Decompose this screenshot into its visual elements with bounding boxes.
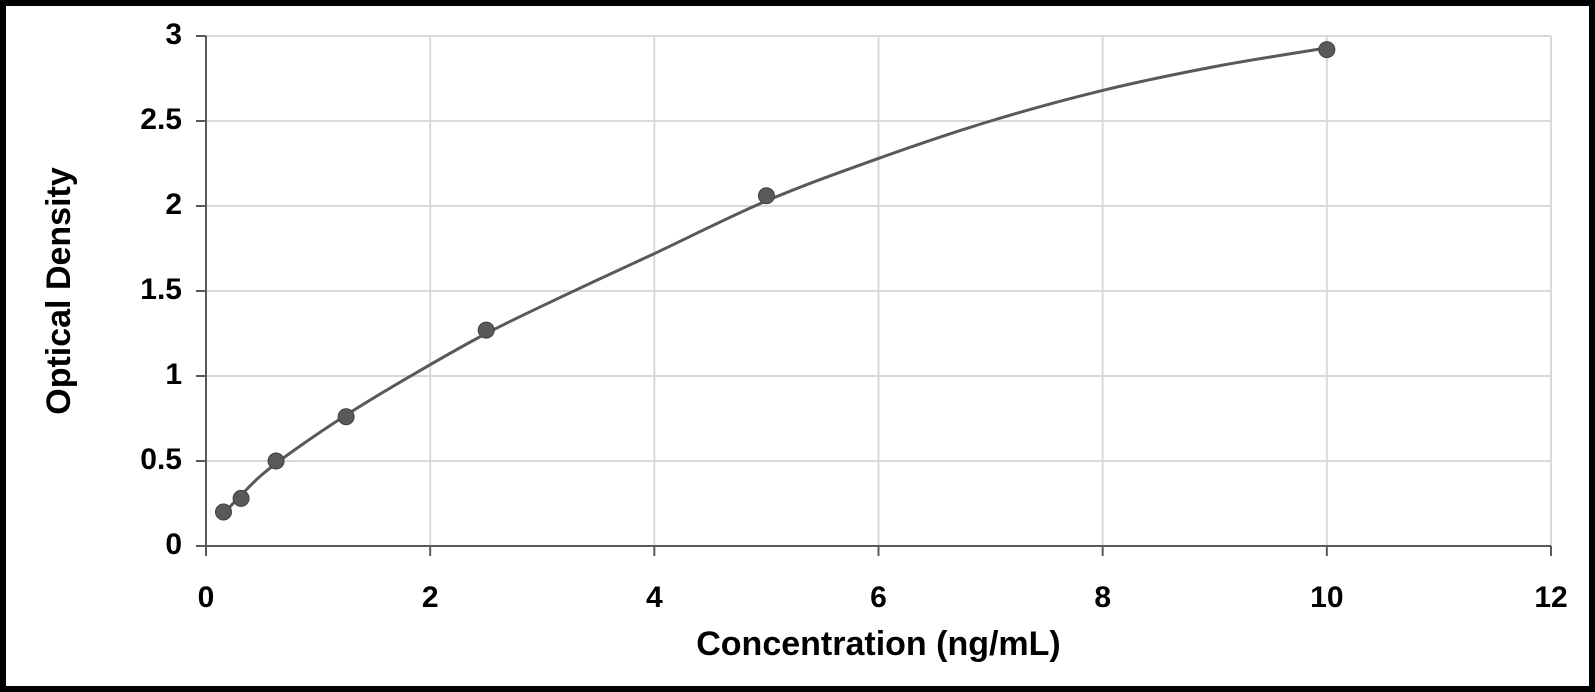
y-tick-label: 1.5 (140, 273, 182, 306)
x-tick-label: 10 (1310, 581, 1343, 614)
data-point (338, 409, 354, 425)
y-tick-label: 1 (165, 358, 182, 391)
x-tick-label: 4 (646, 581, 663, 614)
y-axis-label: Optical Density (40, 167, 78, 415)
y-tick-label: 0.5 (140, 443, 182, 476)
data-point (215, 504, 231, 520)
fitted-curve (223, 48, 1326, 514)
chart-frame: 0 2 4 6 8 10 12 0 0.5 1 1.5 2 2.5 3 Concentration (ng… (0, 0, 1595, 692)
chart-svg: 0 2 4 6 8 10 12 0 0.5 1 1.5 2 2.5 3 Concentration (ng… (6, 6, 1589, 686)
x-tick-label: 2 (422, 581, 439, 614)
y-tick-label: 0 (165, 528, 182, 561)
grid-group (206, 36, 1551, 546)
points-group (215, 42, 1334, 520)
x-tick-label: 8 (1094, 581, 1111, 614)
y-tick-label: 2.5 (140, 103, 182, 136)
x-tick-label: 12 (1534, 581, 1567, 614)
y-tick-label: 2 (165, 188, 182, 221)
curve-group (223, 48, 1326, 514)
data-point (268, 453, 284, 469)
data-point (758, 188, 774, 204)
tick-labels-group: 0 2 4 6 8 10 12 0 0.5 1 1.5 2 2.5 3 (140, 18, 1567, 614)
x-axis-label: Concentration (ng/mL) (696, 625, 1061, 663)
data-point (478, 322, 494, 338)
y-tick-label: 3 (165, 18, 182, 51)
x-tick-label: 6 (870, 581, 887, 614)
data-point (233, 490, 249, 506)
x-tick-label: 0 (198, 581, 215, 614)
data-point (1319, 42, 1335, 58)
axes-group (196, 36, 1551, 556)
